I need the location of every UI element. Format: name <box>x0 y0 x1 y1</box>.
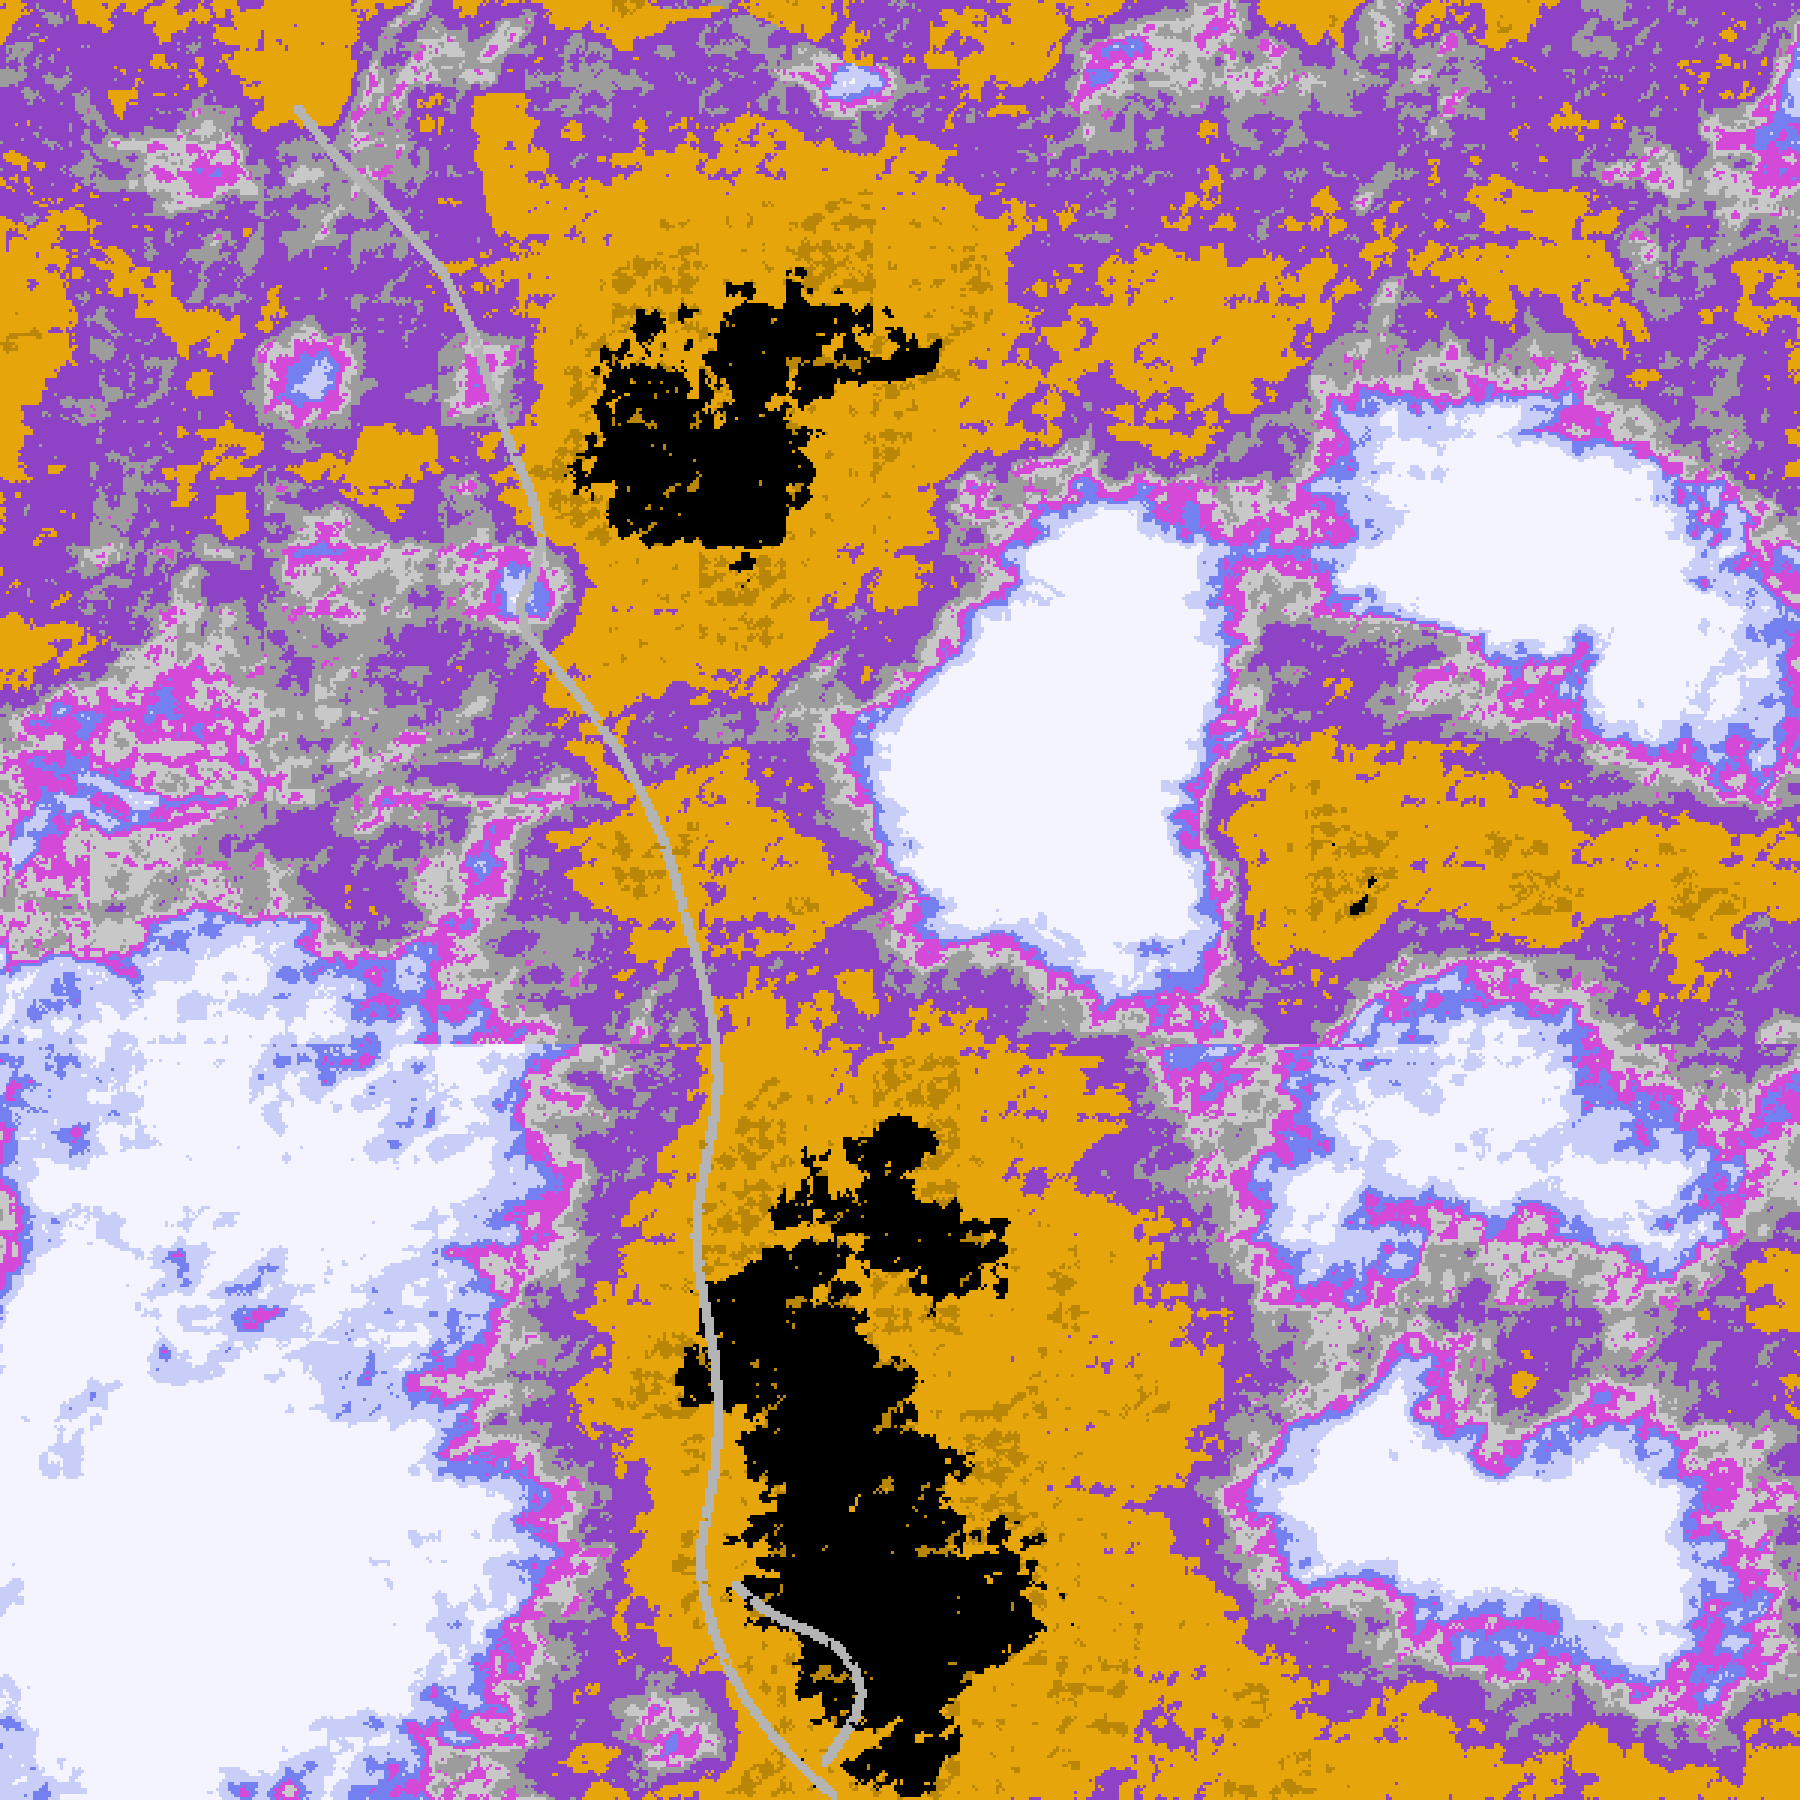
enhanced-ir-satellite-raster <box>0 0 1800 1800</box>
satellite-image-viewport: Full-frame false-color (posterized) enha… <box>0 0 1800 1800</box>
